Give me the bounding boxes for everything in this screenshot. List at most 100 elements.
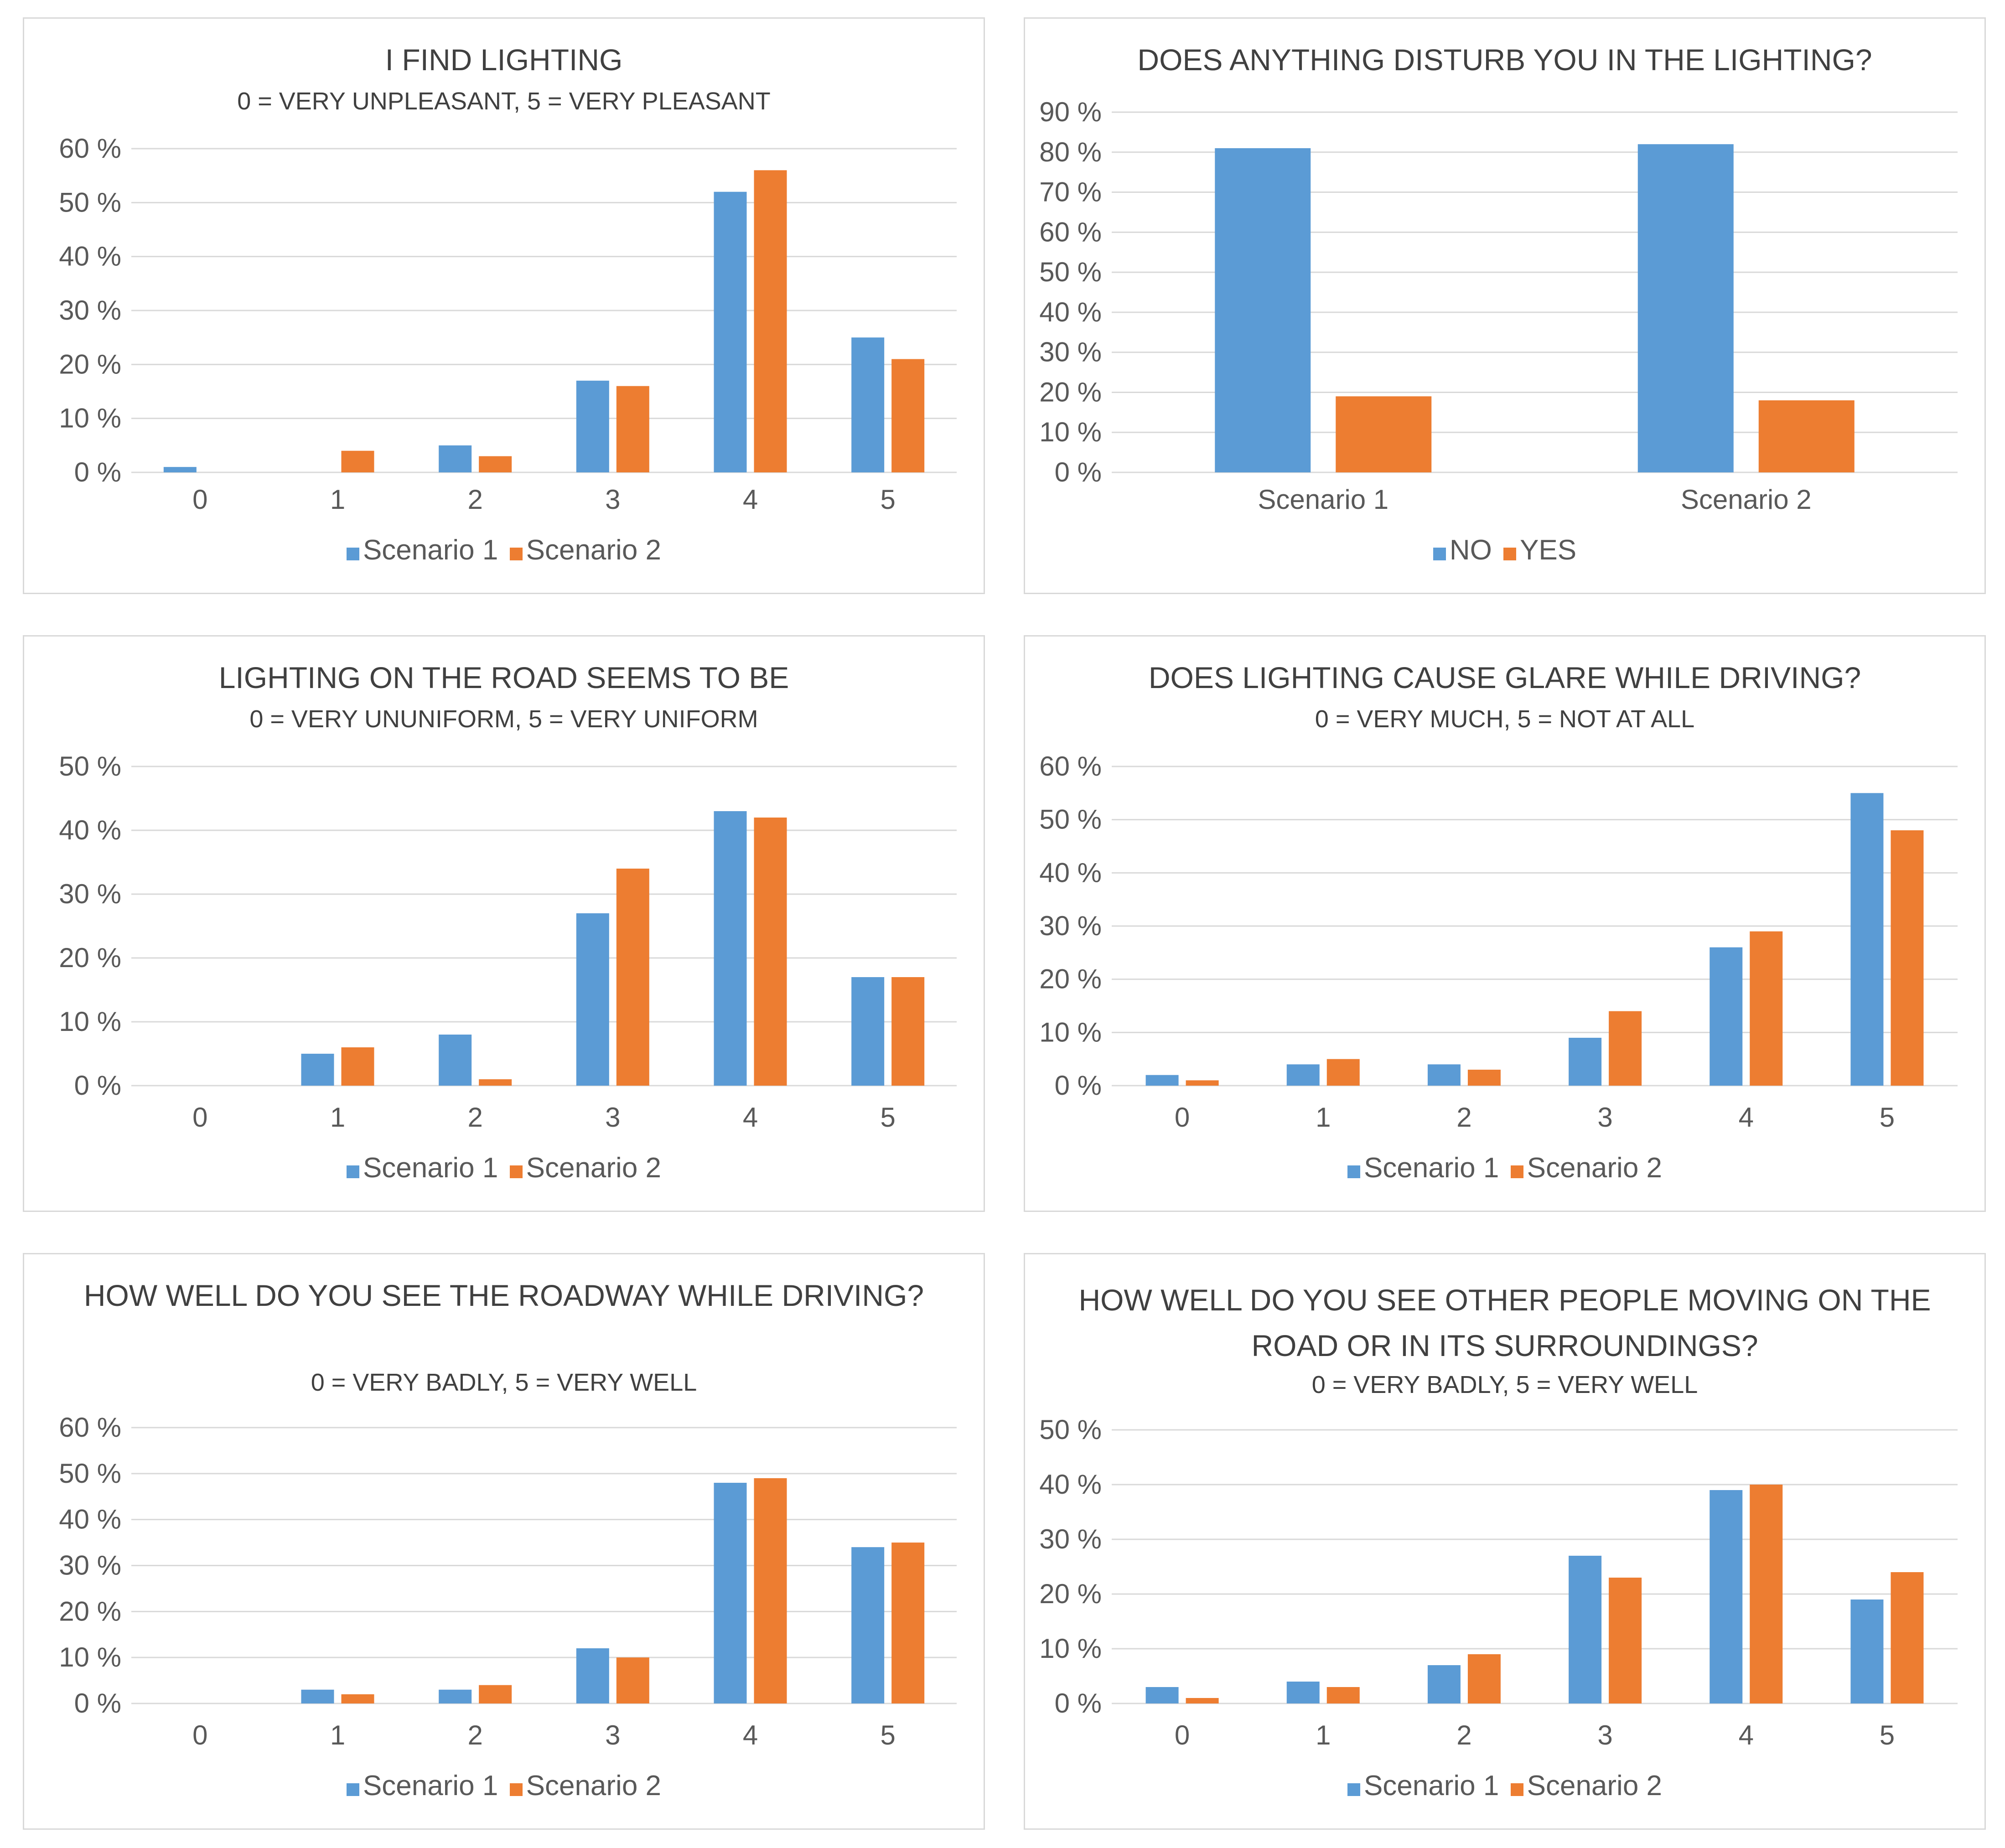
chart-legend: Scenario 1 Scenario 2 bbox=[24, 1152, 984, 1184]
y-tick-label: 0 % bbox=[74, 1070, 121, 1101]
legend-label: Scenario 2 bbox=[526, 1770, 662, 1801]
legend-label: Scenario 1 bbox=[1363, 1770, 1499, 1801]
legend-item-series-2: Scenario 2 bbox=[509, 1152, 662, 1184]
y-tick-label: 90 % bbox=[1039, 97, 1102, 127]
y-tick-label: 50 % bbox=[59, 1458, 121, 1489]
bar-scenario-1-2 bbox=[439, 1035, 472, 1086]
chart-plot: 0 % 10 % 20 % 30 % 40 % 50 % 0 1 2 3 4 5 bbox=[1039, 1414, 1958, 1750]
chart-title: HOW WELL DO YOU SEE THE ROADWAY WHILE DR… bbox=[83, 1279, 924, 1312]
y-tick-label: 30 % bbox=[59, 295, 121, 326]
x-tick-label: 0 bbox=[1175, 1720, 1190, 1750]
y-tick-label: 10 % bbox=[59, 1006, 121, 1037]
y-tick-label: 50 % bbox=[59, 751, 121, 782]
y-tick-label: 30 % bbox=[59, 879, 121, 909]
bar-scenario-2-1 bbox=[341, 450, 374, 472]
x-tick-label: 2 bbox=[1456, 1720, 1471, 1750]
bar-scenario-1-3 bbox=[576, 380, 609, 472]
y-tick-label: 20 % bbox=[59, 942, 121, 973]
y-tick-label: 40 % bbox=[59, 815, 121, 845]
bar-scenario-1-5 bbox=[851, 977, 885, 1086]
chart-title: I FIND LIGHTING bbox=[385, 43, 623, 77]
bar-scenario-1-1 bbox=[301, 1689, 334, 1703]
x-tick-label: 1 bbox=[330, 1720, 345, 1750]
chart-legend: Scenario 1 Scenario 2 bbox=[24, 534, 984, 566]
x-tick-label: 3 bbox=[605, 1720, 620, 1750]
x-tick-label: 1 bbox=[330, 1102, 345, 1133]
y-tick-label: 0 % bbox=[74, 457, 121, 487]
chart-panel-glare: DOES LIGHTING CAUSE GLARE WHILE DRIVING?… bbox=[1024, 635, 1986, 1212]
legend-label: Scenario 1 bbox=[1363, 1152, 1499, 1184]
legend-label: Scenario 1 bbox=[363, 1152, 498, 1184]
y-tick-label: 10 % bbox=[1039, 1633, 1102, 1664]
y-tick-label: 40 % bbox=[1039, 1469, 1102, 1500]
y-tick-label: 50 % bbox=[1039, 257, 1102, 287]
chart-title: DOES ANYTHING DISTURB YOU IN THE LIGHTIN… bbox=[1137, 43, 1872, 77]
chart-subtitle: 0 = VERY MUCH, 5 = NOT AT ALL bbox=[1315, 705, 1695, 733]
chart-plot: 0 % 10 % 20 % 30 % 40 % 50 % 60 % 0 1 2 3 4 5 bbox=[1039, 751, 1958, 1133]
bar-scenario-2-2 bbox=[1467, 1070, 1501, 1086]
x-tick-label: 2 bbox=[467, 1720, 482, 1750]
y-tick-label: 10 % bbox=[1039, 417, 1102, 447]
chart-panel-road-uniformity: LIGHTING ON THE ROAD SEEMS TO BE 0 = VER… bbox=[23, 635, 985, 1212]
y-tick-label: 20 % bbox=[59, 1596, 121, 1626]
bar-scenario-2-5 bbox=[891, 977, 925, 1086]
legend-item-series-2: Scenario 2 bbox=[509, 1770, 662, 1802]
chart-legend: Scenario 1 Scenario 2 bbox=[1025, 1152, 1984, 1184]
legend-item-series-1: Scenario 1 bbox=[346, 1770, 498, 1802]
bar-scenario-2-2 bbox=[1467, 1654, 1501, 1703]
bar-scenario-1-1 bbox=[1286, 1682, 1320, 1703]
y-tick-label: 70 % bbox=[1039, 177, 1102, 207]
x-tick-label: 0 bbox=[192, 484, 207, 515]
chart-subtitle: 0 = VERY UNUNIFORM, 5 = VERY UNIFORM bbox=[249, 705, 758, 733]
bar-scenario-1-3 bbox=[576, 913, 609, 1086]
legend-item-series-1: Scenario 1 bbox=[346, 1152, 498, 1184]
y-tick-label: 40 % bbox=[1039, 857, 1102, 888]
x-tick-label: 4 bbox=[743, 484, 758, 515]
bar-scenario-2-2 bbox=[479, 456, 512, 472]
chart-legend: NO YES bbox=[1025, 534, 1984, 566]
bar-scenario-1-4 bbox=[714, 192, 747, 473]
bar-scenario-1-0 bbox=[1145, 1075, 1179, 1086]
y-tick-label: 60 % bbox=[1039, 751, 1102, 782]
y-tick-label: 0 % bbox=[1055, 1688, 1102, 1719]
bar-scenario-1-0 bbox=[163, 467, 197, 472]
legend-item-series-2: Scenario 2 bbox=[1510, 1770, 1662, 1802]
bar-scenario-1-5 bbox=[1850, 793, 1884, 1086]
x-tick-label: 5 bbox=[1880, 1720, 1895, 1750]
y-tick-label: 30 % bbox=[59, 1550, 121, 1581]
x-tick-label: 3 bbox=[1597, 1102, 1612, 1133]
chart-plot: 0 % 10 % 20 % 30 % 40 % 50 % 60 % 0 1 2 3 4 5 bbox=[59, 133, 957, 515]
legend-item-series-1: NO bbox=[1433, 534, 1492, 566]
legend-label: Scenario 2 bbox=[526, 1152, 662, 1184]
x-tick-label: 5 bbox=[880, 1102, 895, 1133]
chart-plot: 0 % 10 % 20 % 30 % 40 % 50 % 0 1 2 3 4 5 bbox=[59, 751, 957, 1133]
bar-no-scenario-1 bbox=[1215, 148, 1311, 472]
chart-subtitle: 0 = VERY BADLY, 5 = VERY WELL bbox=[1311, 1371, 1698, 1398]
y-tick-label: 0 % bbox=[1055, 457, 1102, 487]
y-tick-label: 40 % bbox=[59, 1504, 121, 1535]
x-tick-label: 2 bbox=[467, 1102, 482, 1133]
bar-scenario-2-1 bbox=[341, 1047, 374, 1086]
y-tick-label: 20 % bbox=[59, 349, 121, 379]
y-tick-label: 30 % bbox=[1039, 337, 1102, 368]
bar-scenario-1-3 bbox=[1569, 1556, 1602, 1703]
bar-scenario-1-2 bbox=[1427, 1665, 1461, 1703]
chart-title: LIGHTING ON THE ROAD SEEMS TO BE bbox=[218, 661, 789, 694]
bar-scenario-2-3 bbox=[616, 1657, 649, 1703]
y-tick-label: 10 % bbox=[1039, 1017, 1102, 1047]
bar-scenario-2-2 bbox=[479, 1685, 512, 1703]
bar-scenario-2-1 bbox=[341, 1694, 374, 1703]
bar-scenario-2-5 bbox=[1891, 830, 1924, 1086]
chart-panel-lighting-disturbance: DOES ANYTHING DISTURB YOU IN THE LIGHTIN… bbox=[1024, 17, 1986, 594]
bar-scenario-2-3 bbox=[616, 386, 649, 472]
legend-item-series-1: Scenario 1 bbox=[346, 534, 498, 566]
bar-scenario-1-3 bbox=[1569, 1038, 1602, 1086]
chart-title: DOES LIGHTING CAUSE GLARE WHILE DRIVING? bbox=[1148, 661, 1861, 694]
legend-item-series-2: YES bbox=[1503, 534, 1576, 566]
bar-scenario-2-4 bbox=[754, 818, 787, 1086]
y-tick-label: 10 % bbox=[59, 1642, 121, 1672]
bar-scenario-2-5 bbox=[1891, 1572, 1924, 1703]
x-tick-label: 1 bbox=[1316, 1720, 1331, 1750]
bar-scenario-1-5 bbox=[1850, 1600, 1884, 1703]
bar-scenario-2-5 bbox=[891, 359, 925, 472]
